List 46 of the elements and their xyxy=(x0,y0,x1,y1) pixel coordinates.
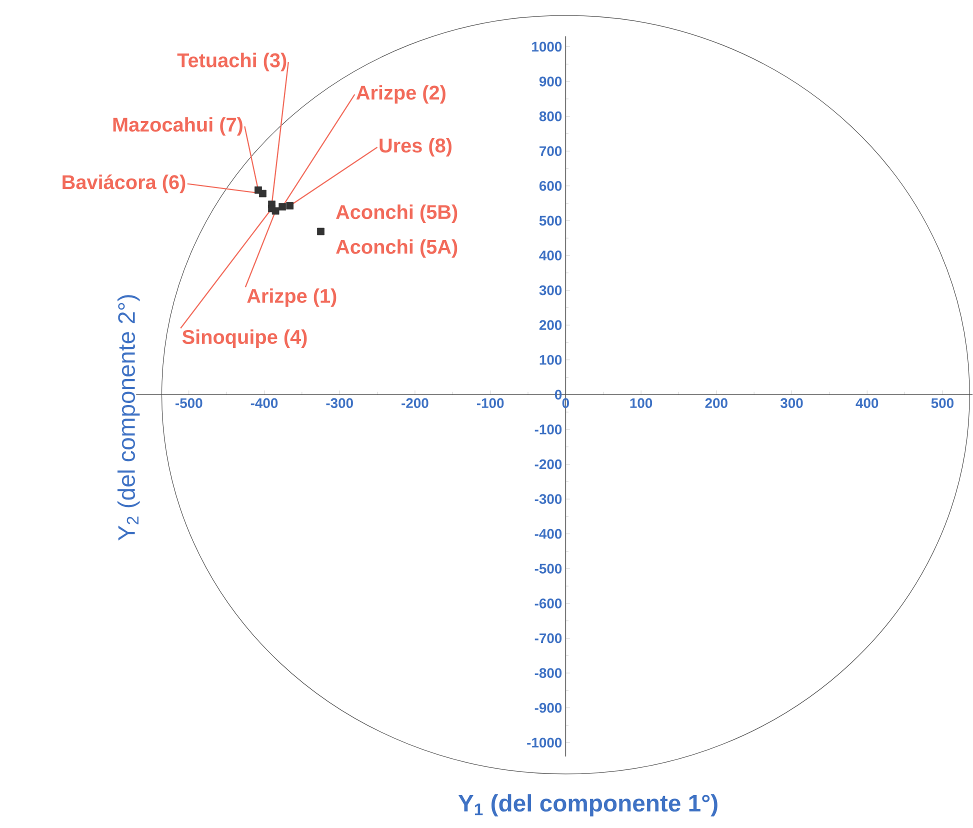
x-tick-label: -200 xyxy=(402,398,428,408)
x-tick-label: -300 xyxy=(326,398,353,408)
annotation: Aconchi (5A) xyxy=(336,239,458,258)
y-tick-label: 800 xyxy=(539,111,562,122)
annotation: Tetuachi (3) xyxy=(177,52,286,72)
annotation: Arizpe (1) xyxy=(247,288,336,307)
annotation: Ures (8) xyxy=(380,138,452,156)
annotation: Mazocahui (7) xyxy=(113,117,242,136)
point xyxy=(278,203,286,210)
y-tick-label: 1000 xyxy=(532,42,562,52)
y-tick-label: -500 xyxy=(534,564,562,574)
x-axis-title: Y$_{1}$ (del componente 1°) xyxy=(458,794,718,816)
y-tick-label: -1000 xyxy=(527,738,562,748)
y-tick-label: 400 xyxy=(539,250,562,260)
x-tick-label: -100 xyxy=(476,398,504,408)
annotation: Baviácora (6) xyxy=(62,174,186,194)
y-tick-label: -800 xyxy=(534,668,562,678)
y-tick-label: -700 xyxy=(534,633,562,644)
y-tick-label: 900 xyxy=(539,76,562,86)
y-tick-label: -100 xyxy=(534,424,562,434)
y-tick-label: 300 xyxy=(539,285,562,296)
x-tick-label: 500 xyxy=(931,398,954,408)
y-tick-label: -200 xyxy=(534,459,562,470)
y-tick-label: -600 xyxy=(534,598,562,608)
annotation: Sinoquipe (4) xyxy=(182,329,307,348)
x-tick-label: -400 xyxy=(250,398,278,408)
point xyxy=(254,186,262,194)
y-tick-label: 600 xyxy=(539,180,562,191)
x-tick-label: 100 xyxy=(630,398,652,408)
y-tick-label: -300 xyxy=(534,494,562,504)
x-tick-label: 300 xyxy=(780,398,803,408)
y-tick-label: -900 xyxy=(534,702,562,713)
annotation: Aconchi (5B) xyxy=(336,204,458,223)
point xyxy=(268,204,276,212)
point xyxy=(317,228,324,236)
y-tick-label: 200 xyxy=(539,320,562,330)
y-tick-label: 500 xyxy=(539,216,562,226)
x-tick-label: 400 xyxy=(856,398,878,408)
y-tick-label: 100 xyxy=(540,354,562,365)
y-tick-label: -400 xyxy=(534,528,562,539)
y-axis-title: Y$_{2}$ (del componente 2°) xyxy=(117,295,140,540)
annotation: Arizpe (2) xyxy=(356,85,446,104)
point xyxy=(286,202,294,210)
y-tick-label: 700 xyxy=(540,146,562,156)
x-tick-label: -500 xyxy=(176,398,202,408)
x-tick-label: 200 xyxy=(705,398,728,408)
